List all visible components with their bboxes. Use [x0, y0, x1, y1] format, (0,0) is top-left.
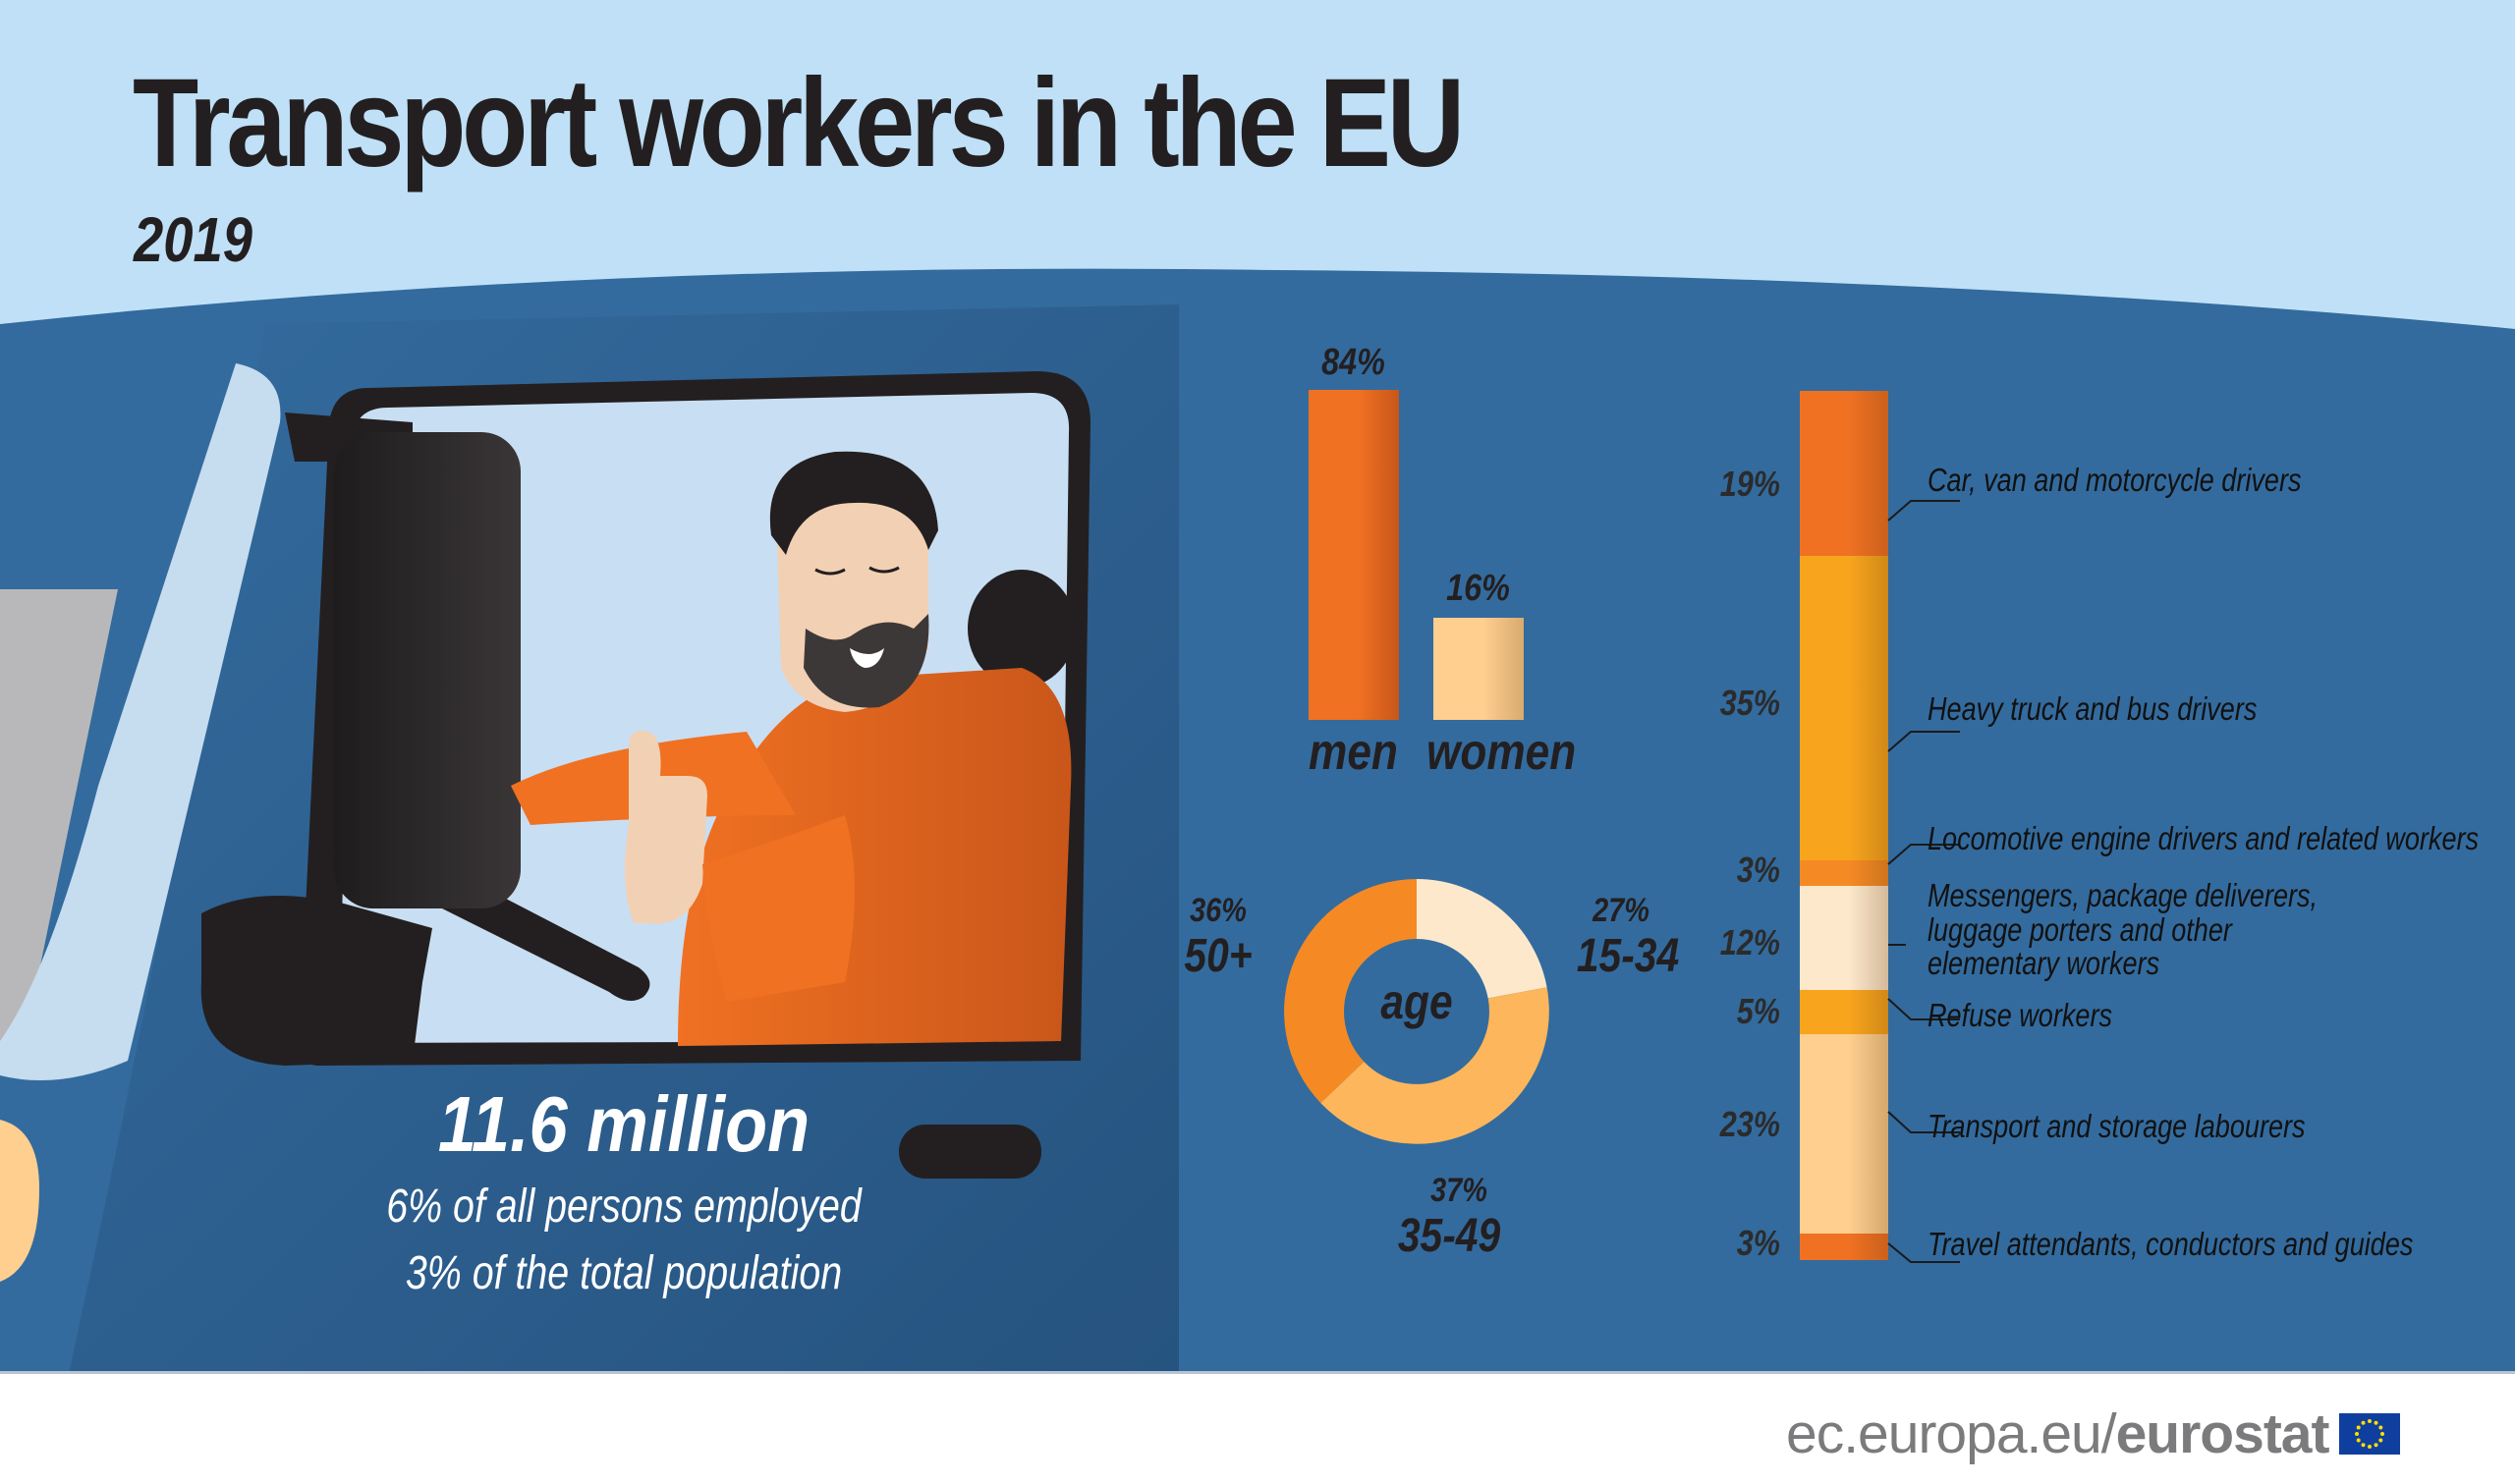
- share-employed: 6% of all persons employed: [386, 1181, 862, 1233]
- occupation-stacked-bar: [1800, 391, 1888, 1260]
- men-label: men: [1309, 724, 1398, 781]
- segment-heavy-truck-drivers: [1800, 556, 1888, 860]
- occ-label-messengers-line3: elementary workers: [1928, 945, 2160, 982]
- occ-pct-messengers: 12%: [1719, 922, 1780, 962]
- age-50plus-label: 50+: [1184, 930, 1253, 982]
- occ-pct-labourers: 23%: [1719, 1104, 1780, 1144]
- men-value: 84%: [1321, 342, 1385, 383]
- occ-pct-heavy-truck: 35%: [1719, 683, 1780, 723]
- segment-messengers: [1800, 886, 1888, 991]
- headline-stat: 11.6 million 6% of all persons employed …: [295, 1085, 953, 1297]
- segment-transport-labourers: [1800, 1033, 1888, 1235]
- age-15-34-value: 27%: [1593, 892, 1649, 929]
- women-label: women: [1426, 724, 1577, 781]
- age-35-49-label: 35-49: [1397, 1210, 1501, 1262]
- age-15-34-label: 15-34: [1576, 930, 1680, 982]
- occ-label-refuse: Refuse workers: [1928, 997, 2112, 1033]
- age-50plus-value: 36%: [1190, 892, 1247, 929]
- total-workers-value: 11.6 million: [437, 1080, 810, 1168]
- occ-label-locomotive: Locomotive engine drivers and related wo…: [1928, 820, 2480, 856]
- age-35-49-value: 37%: [1430, 1172, 1487, 1209]
- segment-refuse-workers: [1800, 990, 1888, 1034]
- women-bar: [1433, 618, 1524, 720]
- age-donut: [1284, 879, 1549, 1144]
- occ-label-messengers: Messengers, package deliverers, luggage …: [1928, 877, 2319, 982]
- footer-brand[interactable]: eurostat: [2115, 1402, 2330, 1465]
- occ-label-heavy-truck: Heavy truck and bus drivers: [1928, 690, 2258, 727]
- occ-label-messengers-line2: luggage porters and other: [1928, 910, 2232, 948]
- occ-label-travel: Travel attendants, conductors and guides: [1928, 1226, 2414, 1262]
- age-center-label: age: [1380, 974, 1453, 1029]
- segment-travel-attendants: [1800, 1234, 1888, 1260]
- women-value: 16%: [1446, 568, 1510, 609]
- occ-label-labourers: Transport and storage labourers: [1928, 1108, 2306, 1144]
- occ-pct-car-van: 19%: [1719, 464, 1780, 504]
- leader-lines: [1887, 500, 1960, 1263]
- occ-pct-refuse: 5%: [1736, 991, 1780, 1031]
- page-title: Transport workers in the EU: [133, 53, 1465, 193]
- occ-pct-travel: 3%: [1736, 1223, 1780, 1263]
- footer-url[interactable]: ec.europa.eu/: [1786, 1402, 2117, 1465]
- segment-locomotive-drivers: [1800, 859, 1888, 887]
- eu-flag-icon: [2338, 1413, 2400, 1455]
- footer-source: ec.europa.eu/ eurostat: [1786, 1400, 2400, 1468]
- year-subtitle: 2019: [134, 204, 253, 275]
- segment-car-van-drivers: [1800, 391, 1888, 557]
- occ-pct-locomotive: 3%: [1736, 850, 1780, 890]
- men-bar: [1309, 390, 1399, 720]
- share-population: 3% of the total population: [405, 1247, 843, 1299]
- occ-label-car-van: Car, van and motorcycle drivers: [1928, 462, 2302, 498]
- occ-label-messengers-line1: Messengers, package deliverers,: [1928, 877, 2319, 913]
